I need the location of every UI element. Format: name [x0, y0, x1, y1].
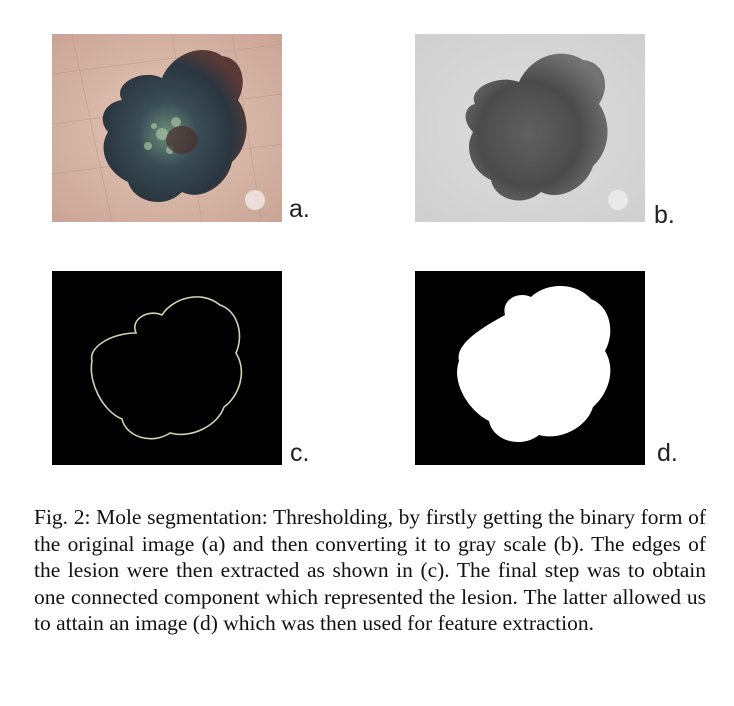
watermark-icon — [245, 190, 265, 210]
panel-c-label: c. — [290, 439, 310, 467]
figure-caption: Fig. 2: Mole segmentation: Thresholding,… — [34, 505, 706, 635]
panel-b-grayscale-image — [415, 34, 645, 222]
binary-mask — [415, 271, 645, 465]
panel-d-label: d. — [657, 439, 678, 467]
panel-c-edges-image — [52, 271, 282, 465]
panel-a-original-image — [52, 34, 282, 222]
panel-b-label: b. — [654, 201, 675, 229]
panel-d-mask-image — [415, 271, 645, 465]
edge-outline — [52, 271, 282, 465]
watermark-icon-gray — [608, 190, 628, 210]
panel-a-label: a. — [289, 195, 310, 223]
mole-photo — [52, 34, 282, 222]
grayscale-photo — [415, 34, 645, 222]
